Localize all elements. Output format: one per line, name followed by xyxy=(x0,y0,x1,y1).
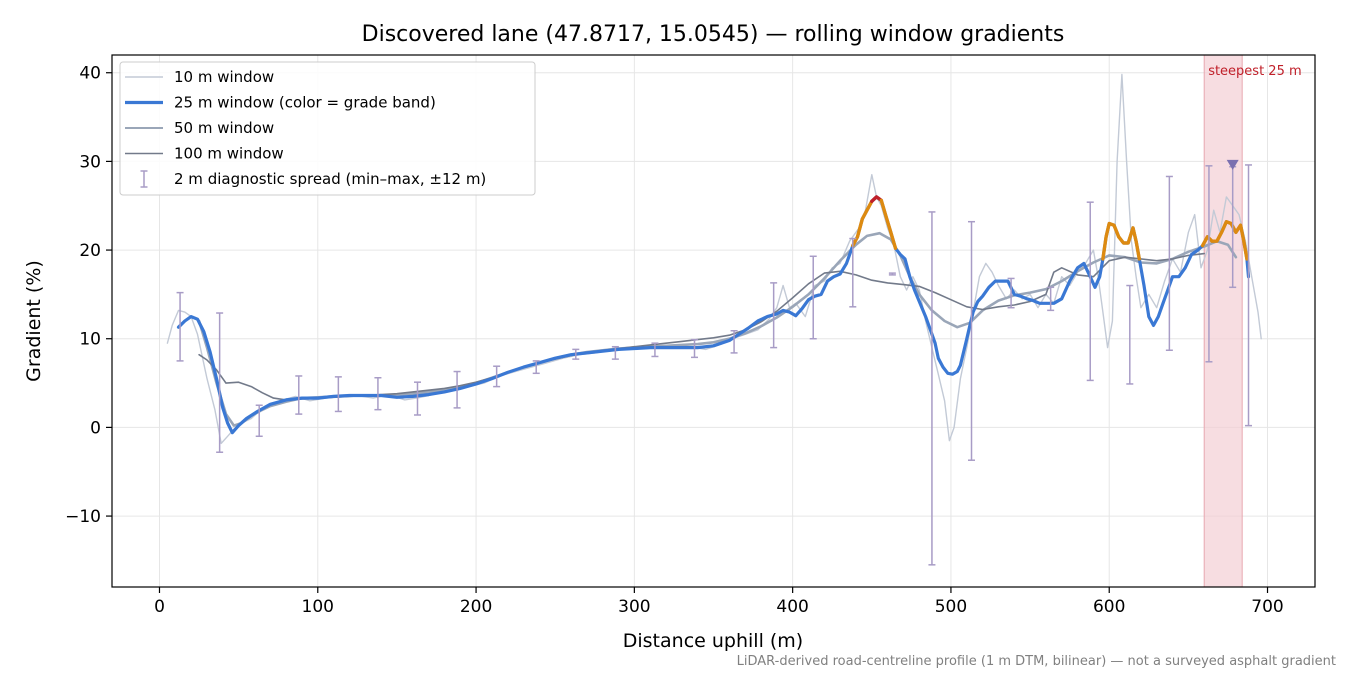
y-tick-label: 0 xyxy=(90,418,101,438)
x-tick-label: 600 xyxy=(1093,597,1125,617)
legend-label: 100 m window xyxy=(174,145,284,163)
x-tick-label: 500 xyxy=(935,597,967,617)
grade-band-segment xyxy=(870,195,883,203)
y-tick-label: 10 xyxy=(79,330,101,350)
legend-label: 10 m window xyxy=(174,68,274,86)
steepest-highlight: steepest 25 m xyxy=(1203,54,1302,588)
x-tick-label: 200 xyxy=(460,597,492,617)
y-tick-label: 30 xyxy=(79,152,101,172)
x-tick-label: 300 xyxy=(618,597,650,617)
y-axis-label: Gradient (%) xyxy=(23,260,45,382)
grade-band-segment xyxy=(1200,220,1249,261)
chart-title: Discovered lane (47.8717, 15.0545) — rol… xyxy=(362,22,1065,47)
y-tick-label: −10 xyxy=(65,507,101,527)
legend: 10 m window 25 m window (color = grade ba… xyxy=(119,61,536,196)
legend-frame xyxy=(119,61,536,196)
tick-layer: 0 100 200 300 400 500 600 700 −10 0 10 20 30 40 xyxy=(65,64,1284,617)
y-tick-label: 20 xyxy=(79,241,101,261)
grade-band-segment xyxy=(879,198,898,250)
x-axis-label: Distance uphill (m) xyxy=(623,630,803,652)
legend-label: 2 m diagnostic spread (min–max, ±12 m) xyxy=(174,170,486,188)
x-tick-label: 700 xyxy=(1251,597,1283,617)
grade-band-segment xyxy=(851,199,874,248)
grade-band-segment xyxy=(1101,221,1141,261)
x-tick-label: 100 xyxy=(302,597,334,617)
steepest-band xyxy=(1203,54,1243,588)
y-tick-label: 40 xyxy=(79,64,101,84)
plot-layer xyxy=(166,73,1262,445)
peak-marker xyxy=(1226,159,1239,170)
axes-frame xyxy=(111,54,1316,588)
legend-label: 25 m window (color = grade band) xyxy=(174,94,436,112)
errorbar-layer xyxy=(176,159,1253,566)
x-tick-label: 0 xyxy=(154,597,165,617)
axes-border xyxy=(111,54,1316,588)
steepest-label: steepest 25 m xyxy=(1208,64,1301,79)
footnote: LiDAR-derived road-centreline profile (1… xyxy=(737,654,1336,669)
x-tick-label: 400 xyxy=(776,597,808,617)
legend-label: 50 m window xyxy=(174,119,274,137)
